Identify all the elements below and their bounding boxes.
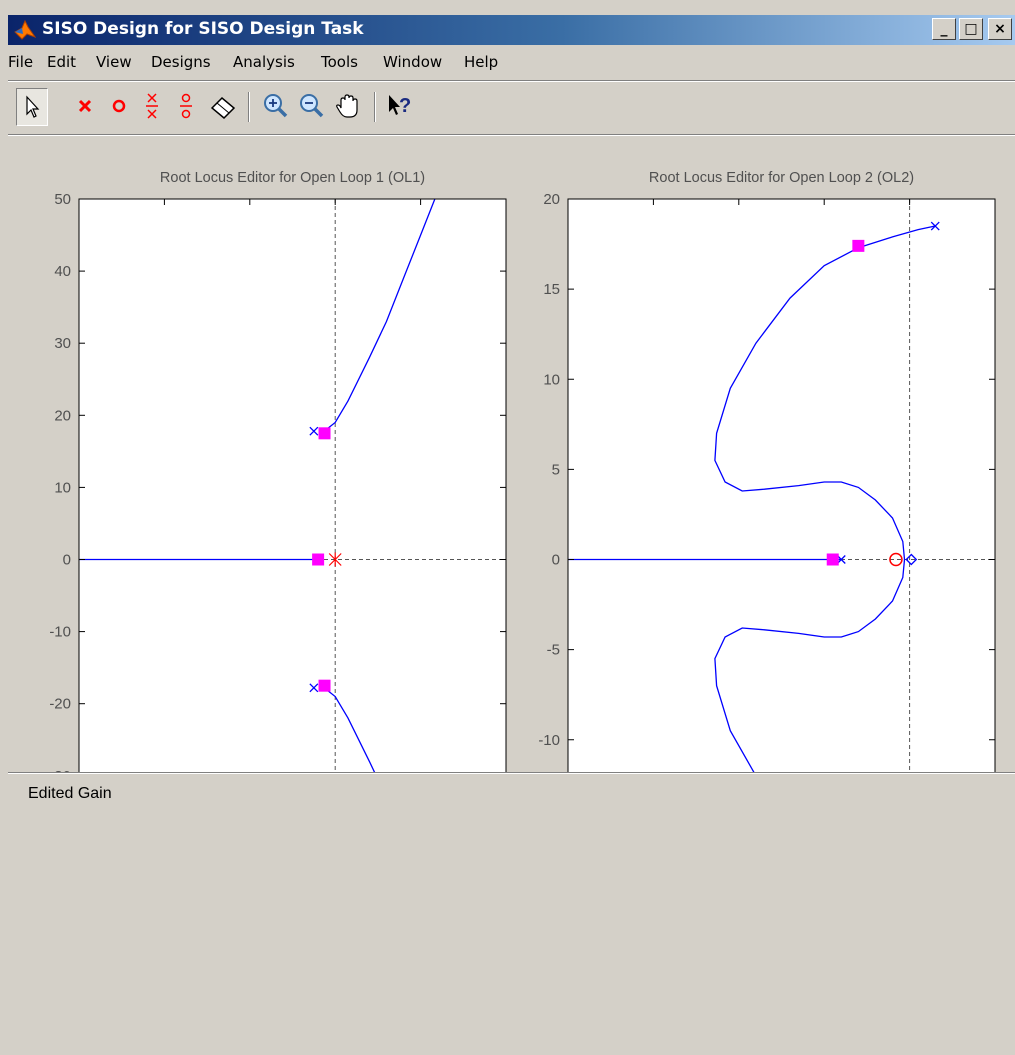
y-tick-label: 5 [552,461,560,478]
y-tick-label: 40 [54,263,71,280]
open-loop-zero-marker [889,552,903,567]
menu-help[interactable]: Help [464,53,499,71]
pan-hand-icon [336,94,358,118]
closed-loop-pole-marker [852,239,865,252]
menu-file[interactable]: File [8,53,34,71]
minimize-icon: _ [940,21,948,37]
open-loop-pole-marker [930,221,940,231]
status-bar-text: Edited Gain [28,785,112,802]
svg-text:?: ? [399,95,411,117]
toolbar-separator-line [8,134,1015,136]
y-tick-label: -20 [49,696,71,713]
window-title: SISO Design for SISO Design Task [42,19,364,39]
plot-area [79,199,506,772]
plot-area [568,199,995,772]
complex-zero-icon [180,93,192,119]
y-tick-label: 0 [63,552,71,569]
close-icon: × [994,21,1006,37]
open-loop-pole-marker [309,683,319,693]
eraser-icon [210,96,236,120]
root-locus-plots: -60-40-2002040-50-40-30-20-1001020304050… [49,170,996,772]
pan-button[interactable] [332,88,364,126]
help-pointer-icon: ? [389,95,411,117]
y-tick-label: 10 [543,371,560,388]
matlab-logo-icon [14,19,36,40]
locus-branch [714,225,936,772]
y-tick-label: 30 [54,335,71,352]
menu-separator [8,80,1015,82]
toolbar-separator [248,92,250,122]
y-tick-label: 50 [54,191,71,208]
y-tick-label: -5 [547,642,560,659]
derivative-marker [905,553,918,566]
whats-this-button[interactable]: ? [384,88,416,126]
multiple-pole-marker [328,552,342,567]
maximize-button[interactable]: □ [959,18,983,40]
menu-analysis[interactable]: Analysis [233,53,295,71]
y-tick-label: 10 [54,479,71,496]
menu-designs[interactable]: Designs [151,53,211,71]
toolbar-separator [374,92,376,122]
menu-edit[interactable]: Edit [47,53,77,71]
closed-loop-pole-marker [312,553,325,566]
add-complex-zero-button[interactable] [172,88,204,126]
y-tick-label: 20 [54,407,71,424]
zoom-out-icon [300,94,324,118]
y-tick-label: -30 [49,768,71,772]
y-tick-label: 20 [543,191,560,208]
add-pole-button[interactable] [70,88,102,126]
zoom-out-button[interactable] [296,88,328,126]
status-separator [8,772,1015,774]
closed-loop-pole-marker [826,553,839,566]
menu-window[interactable]: Window [383,53,443,71]
close-button[interactable]: × [988,18,1012,40]
window-titlebar: SISO Design for SISO Design Task _ □ × [8,15,1015,45]
maximize-icon: □ [964,21,978,37]
zoom-in-button[interactable] [260,88,292,126]
y-tick-label: -10 [49,624,71,641]
plot-title: Root Locus Editor for Open Loop 1 (OL1) [160,170,425,186]
complex-pole-icon [146,93,158,119]
add-zero-button[interactable] [104,88,136,126]
plot-title: Root Locus Editor for Open Loop 2 (OL2) [649,170,914,186]
zoom-in-icon [264,94,288,118]
arrow-pointer-icon [26,95,40,118]
open-loop-pole-marker [309,426,319,436]
locus-branch [321,685,376,772]
add-complex-pole-button[interactable] [138,88,170,126]
minimize-button[interactable]: _ [932,18,956,40]
eraser-button[interactable] [206,88,238,126]
menu-view[interactable]: View [96,53,132,71]
closed-loop-pole-marker [318,427,331,440]
closed-loop-pole-marker [318,679,331,692]
y-tick-label: -10 [538,732,560,749]
pole-x-icon [78,99,92,113]
menu-tools[interactable]: Tools [321,53,358,71]
select-tool-button[interactable] [16,88,48,126]
y-tick-label: 15 [543,281,560,298]
zero-circle-icon [112,99,126,113]
locus-branch [321,199,436,434]
y-tick-label: 0 [552,552,560,569]
toolbar: ? [8,88,1015,128]
